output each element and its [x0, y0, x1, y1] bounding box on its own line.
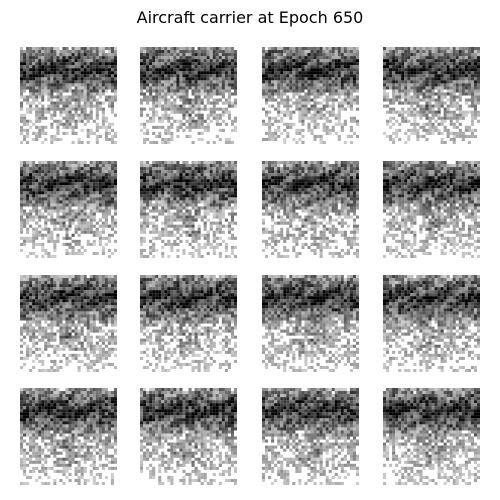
sample-pixels: [140, 161, 237, 258]
generated-sample-image: [383, 275, 480, 372]
generated-sample-image: [140, 47, 237, 144]
generated-sample-image: [20, 388, 117, 485]
sample-pixels: [262, 275, 359, 372]
sample-pixels: [262, 388, 359, 485]
figure-title: Aircraft carrier at Epoch 650: [136, 8, 364, 27]
sample-pixels: [383, 47, 480, 144]
sample-pixels: [20, 388, 117, 485]
generated-sample-image: [383, 388, 480, 485]
generated-sample-image: [383, 161, 480, 258]
sample-pixels: [140, 275, 237, 372]
generated-sample-image: [262, 275, 359, 372]
sample-pixels: [20, 47, 117, 144]
generated-sample-image: [20, 275, 117, 372]
generated-sample-image: [20, 161, 117, 258]
sample-pixels: [20, 161, 117, 258]
generated-sample-image: [140, 388, 237, 485]
sample-pixels: [262, 161, 359, 258]
sample-pixels: [383, 275, 480, 372]
generated-sample-image: [262, 47, 359, 144]
sample-pixels: [383, 388, 480, 485]
generated-sample-image: [20, 47, 117, 144]
sample-pixels: [140, 47, 237, 144]
generated-sample-image: [262, 161, 359, 258]
generated-sample-image: [140, 275, 237, 372]
generated-sample-image: [140, 161, 237, 258]
sample-pixels: [262, 47, 359, 144]
generated-sample-image: [383, 47, 480, 144]
sample-pixels: [383, 161, 480, 258]
generated-sample-image: [262, 388, 359, 485]
sample-pixels: [20, 275, 117, 372]
sample-pixels: [140, 388, 237, 485]
